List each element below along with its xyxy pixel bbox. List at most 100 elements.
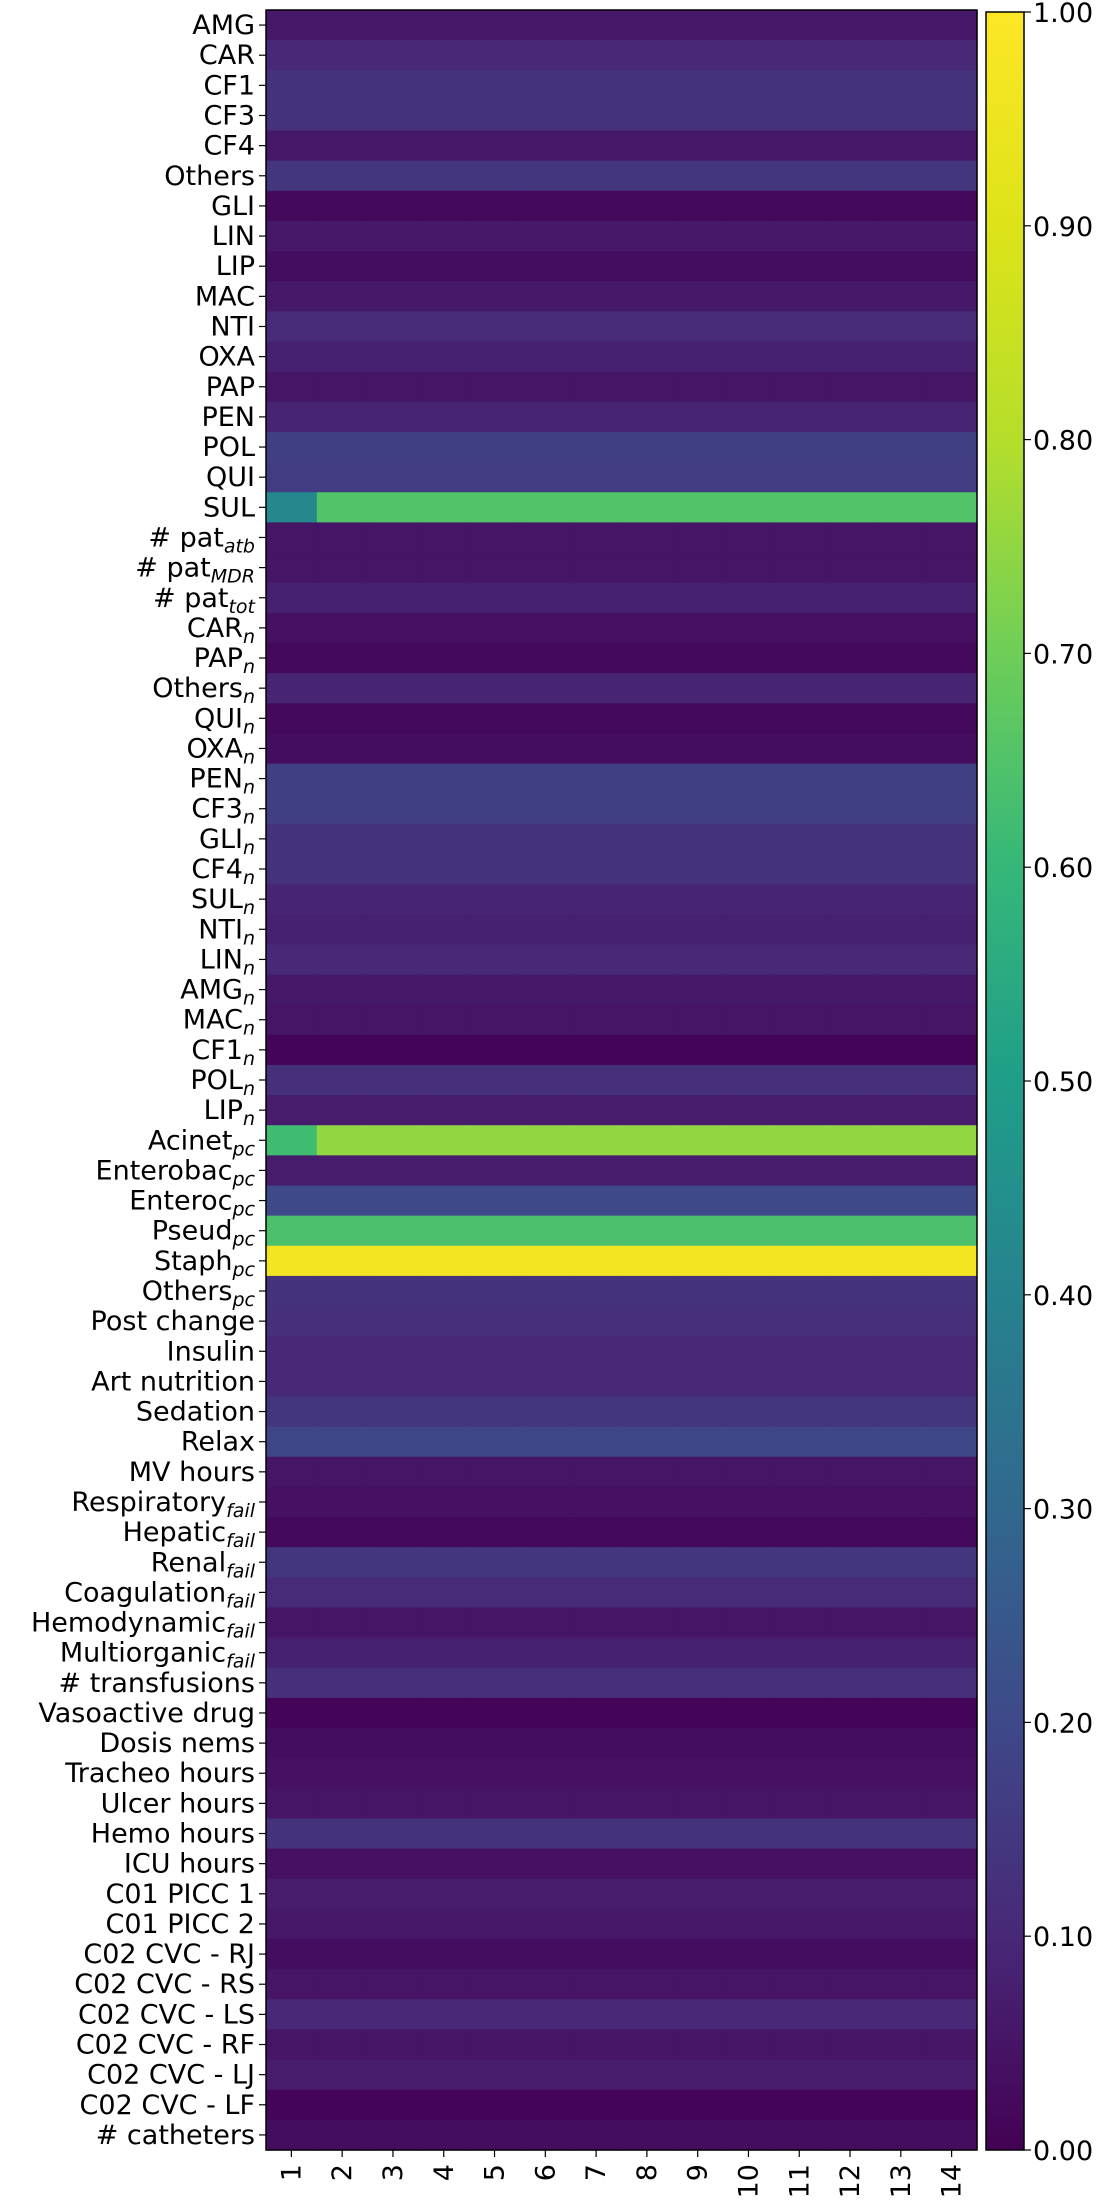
heatmap-cell [570,853,623,885]
heatmap-cell [824,1336,877,1367]
heatmap-cell [519,1306,572,1337]
heatmap-cell [672,1577,724,1609]
heatmap-cell [316,1275,369,1307]
heatmap-cell [266,1939,318,1970]
heatmap-cell [875,1426,927,1458]
heatmap-cell [621,1878,673,1910]
heatmap-cell [367,100,419,132]
heatmap-cell [367,1456,419,1488]
heatmap-cell [621,10,673,41]
heatmap-cell [316,10,369,41]
heatmap-cell [266,462,318,493]
heatmap-cell [824,1245,877,1277]
heatmap-cell [824,2029,877,2061]
heatmap-cell [926,522,978,554]
heatmap-cell [723,1306,775,1337]
heatmap-cell [519,612,572,644]
heatmap-cell [570,2059,623,2091]
heatmap-cell [266,401,318,433]
heatmap-cell [418,944,470,976]
heatmap-cell [519,733,572,765]
heatmap-cell [316,1908,369,1940]
heatmap-cell [773,1637,826,1669]
heatmap-cell [723,1607,775,1639]
heatmap-cell [316,1878,369,1910]
heatmap-cell [875,582,927,614]
heatmap-cell [875,1758,927,1789]
y-tick-label: Enterocpc [129,1186,255,1221]
heatmap-cell [926,1306,978,1337]
heatmap-cell [469,853,521,885]
y-tick-label: NTIn [198,914,255,949]
y-tick-label: OXAn [186,733,255,768]
heatmap-cell [621,2029,673,2061]
heatmap-cell [519,1215,572,1247]
heatmap-cell [418,1215,470,1247]
heatmap-cell [316,100,369,132]
heatmap-cell [723,462,775,493]
heatmap-cell [266,70,318,102]
heatmap-cell [621,2059,673,2091]
heatmap-cell [469,2029,521,2061]
heatmap-cell [621,311,673,343]
heatmap-cell [723,1728,775,1759]
heatmap-cell [926,341,978,373]
heatmap-cell [367,823,419,855]
heatmap-cell [469,1034,521,1066]
heatmap-cell [723,1969,775,2000]
heatmap-cell [824,190,877,222]
colorbar-tick-label: 0.00 [1033,2136,1093,2167]
heatmap-cell [469,733,521,765]
heatmap-cell [519,823,572,855]
heatmap-cell [266,251,318,282]
heatmap-cell [773,1939,826,1970]
heatmap-cell [875,70,927,102]
heatmap-cell [926,1215,978,1247]
heatmap-cell [367,251,419,282]
heatmap-cell [875,884,927,915]
heatmap-cell [570,703,623,734]
heatmap-cell [316,251,369,282]
heatmap-cell [469,341,521,373]
heatmap-cell [316,1336,369,1367]
heatmap-cell [519,1155,572,1187]
heatmap-cell [418,673,470,704]
heatmap-cell [266,1758,318,1789]
heatmap-cell [469,1818,521,1850]
heatmap-cell [672,1788,724,1820]
heatmap-cell [570,1577,623,1609]
heatmap-cell [266,642,318,674]
heatmap-cell [723,1577,775,1609]
heatmap-cell [469,70,521,102]
heatmap-cell [621,371,673,403]
y-tick-label: Insulin [167,1336,255,1367]
colorbar-tick-label: 0.70 [1033,639,1093,670]
heatmap-cell [519,1125,572,1156]
heatmap-cell [723,793,775,825]
heatmap-cell [469,522,521,554]
heatmap-cell [570,70,623,102]
heatmap-cell [570,160,623,192]
heatmap-cell [266,1215,318,1247]
heatmap-cell [773,1064,826,1096]
heatmap-cell [723,1818,775,1850]
heatmap-cell [469,1607,521,1639]
heatmap-cell [621,944,673,976]
heatmap-cell [824,1999,877,2031]
heatmap-cell [418,1969,470,2000]
heatmap-cell [367,1577,419,1609]
heatmap-cell [773,703,826,734]
heatmap-cell [672,673,724,704]
heatmap-cell [367,1034,419,1066]
heatmap-cell [367,190,419,222]
heatmap-cell [367,1275,419,1307]
heatmap-cell [875,1637,927,1669]
heatmap-cell [672,612,724,644]
heatmap-cell [621,853,673,885]
heatmap-cell [672,1517,724,1548]
heatmap-cell [316,1939,369,1970]
heatmap-cell [469,1788,521,1820]
heatmap-cell [672,1697,724,1729]
heatmap-cell [723,673,775,704]
